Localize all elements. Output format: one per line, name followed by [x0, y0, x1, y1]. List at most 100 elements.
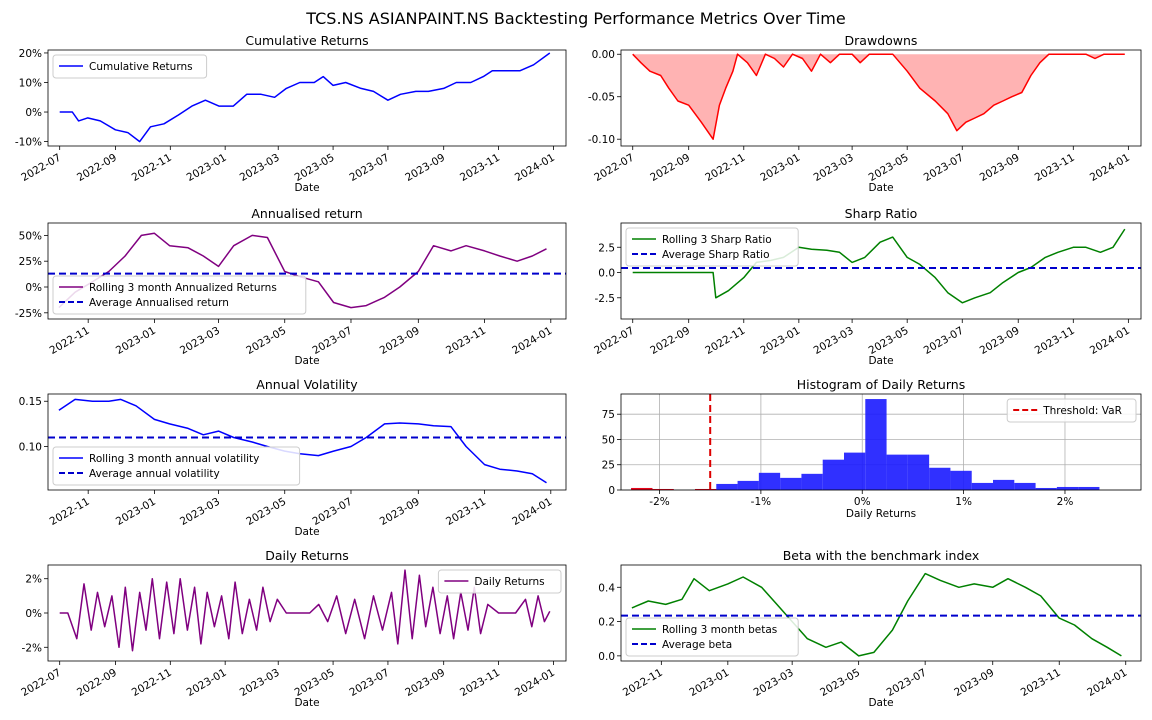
- axes-frame-volatility: [47, 393, 567, 491]
- plot-area-daily: [59, 569, 551, 652]
- y-tick-label-0: 0.00: [592, 49, 615, 61]
- area-fill-drawdowns: [632, 54, 1125, 140]
- legend-box-daily: [437, 569, 562, 594]
- x-tick-label-7: 2023-09: [978, 152, 1022, 184]
- y-tick-label-3: 20%: [19, 48, 42, 60]
- x-tick-label-3: 2023-05: [818, 667, 862, 699]
- x-tick-label-1: 2022-09: [75, 152, 119, 184]
- x-tick-label-2: 0%: [854, 496, 871, 508]
- subplot-cumulative: Cumulative Returns 2022-07 2022-09 2022-11 2…: [15, 33, 567, 194]
- x-tick-label-4: 2023-07: [310, 325, 354, 357]
- legend-box-volatility: [52, 446, 301, 486]
- x-tick-label-7: 2023-09: [403, 667, 447, 699]
- plot-area-beta: [621, 572, 1141, 657]
- bar-0-8: [801, 473, 823, 490]
- axes-frame-beta: [620, 564, 1142, 662]
- subplot-annualised: Annualised return 2022-11 2023-01 2023-03 20…: [15, 206, 567, 367]
- plot-area-histogram: [631, 394, 1100, 490]
- subplot-title-cumulative: Cumulative Returns: [245, 33, 368, 48]
- x-tick-label-3: 2023-01: [758, 152, 802, 184]
- legend-label-1: Average Annualised return: [89, 297, 229, 309]
- bar-0-20: [1056, 486, 1079, 490]
- x-tick-label-5: 2023-09: [378, 325, 422, 357]
- x-tick-label-4: 2023-03: [812, 152, 856, 184]
- bar-0-15: [950, 470, 972, 490]
- x-tick-label-6: 2023-11: [444, 496, 488, 528]
- subplot-title-beta: Beta with the benchmark index: [783, 548, 980, 563]
- legend-box-beta: [625, 617, 799, 657]
- x-tick-label-1: 2022-09: [75, 667, 119, 699]
- series-line-sharp-0: [632, 228, 1126, 304]
- bar-0-11: [865, 399, 887, 490]
- subplot-title-histogram: Histogram of Daily Returns: [797, 377, 965, 392]
- x-tick-label-8: 2023-11: [458, 667, 502, 699]
- x-tick-label-6: 2023-07: [347, 667, 391, 699]
- x-tick-label-7: 2023-09: [403, 152, 447, 184]
- legend-label-0: Rolling 3 month betas: [662, 624, 777, 636]
- legend-sharp: Rolling 3 Sharp Ratio Average Sharp Ratio: [625, 227, 799, 267]
- y-tick-label-1: 0.15: [19, 396, 42, 408]
- bar-0-14: [929, 467, 951, 490]
- x-tick-label-1: 2022-09: [648, 152, 692, 184]
- x-tick-label-3: 2023-01: [185, 667, 229, 699]
- x-tick-label-4: 2023-03: [238, 152, 282, 184]
- axes-frame-sharp: [620, 222, 1142, 320]
- x-tick-label-0: -2%: [649, 496, 669, 508]
- x-tick-label-7: 2024-01: [510, 496, 554, 528]
- legend-label-0: Rolling 3 month annual volatility: [89, 453, 259, 465]
- x-axis-label-sharp: Date: [868, 355, 893, 367]
- bar-0-19: [1035, 487, 1057, 490]
- legend-label-0: Cumulative Returns: [89, 61, 193, 73]
- legend-label-1: Average Sharp Ratio: [662, 249, 770, 261]
- x-tick-label-0: 2022-07: [19, 152, 63, 184]
- x-tick-label-2: 2023-03: [178, 496, 222, 528]
- y-tick-label-3: 75: [602, 409, 615, 421]
- y-tick-label-1: -0.05: [588, 92, 615, 104]
- legend-label-1: Average beta: [662, 639, 732, 651]
- x-tick-label-7: 2024-01: [510, 325, 554, 357]
- legend-annualised: Rolling 3 month Annualized Returns Averag…: [52, 275, 307, 315]
- y-tick-label-2: 0.4: [598, 582, 615, 594]
- x-tick-label-0: 2022-07: [19, 667, 63, 699]
- plot-area-cumulative: [59, 52, 551, 143]
- x-tick-label-5: 2023-05: [867, 152, 911, 184]
- series-line-cumulative-0: [59, 52, 551, 143]
- bar-0-21: [1078, 486, 1100, 490]
- y-tick-label-1: 0%: [25, 608, 42, 620]
- legend-label-1: Average annual volatility: [89, 468, 220, 480]
- x-axis-label-cumulative: Date: [294, 182, 319, 194]
- x-tick-label-5: 2023-09: [952, 667, 996, 699]
- y-tick-label-0: -10%: [15, 137, 42, 149]
- subplot-title-annualised: Annualised return: [251, 206, 362, 221]
- x-tick-label-4: 2023-03: [238, 667, 282, 699]
- x-tick-label-6: 2023-11: [444, 325, 488, 357]
- x-axis-label-daily: Date: [294, 697, 319, 709]
- subplot-title-sharp: Sharp Ratio: [845, 206, 918, 221]
- bar-0-17: [993, 479, 1015, 490]
- y-tick-label-2: -0.10: [588, 134, 615, 146]
- x-axis-label-beta: Date: [868, 697, 893, 709]
- y-tick-label-1: 0%: [25, 107, 42, 119]
- subplot-title-drawdowns: Drawdowns: [845, 33, 918, 48]
- axes-frame-drawdowns: [620, 49, 1142, 147]
- bar-0-5: [737, 480, 759, 490]
- y-tick-label-1: 0%: [25, 282, 42, 294]
- x-tick-label-9: 2024-01: [513, 667, 557, 699]
- axes-frame-histogram: [620, 393, 1142, 491]
- bar-1-0: [631, 487, 653, 490]
- y-tick-label-0: -25%: [15, 308, 42, 320]
- x-tick-label-0: 2022-11: [621, 667, 665, 699]
- legend-box-histogram: [1006, 398, 1137, 423]
- series-line-beta-0: [631, 572, 1122, 657]
- x-axis-label-annualised: Date: [294, 355, 319, 367]
- y-tick-label-0: -2.5: [595, 293, 616, 305]
- y-tick-label-0: 0.0: [598, 651, 615, 663]
- bar-0-16: [971, 482, 994, 490]
- y-tick-label-2: 50: [602, 434, 615, 446]
- subplot-daily: Daily Returns 2022-07 2022-09 2022-11 2023-0…: [19, 548, 567, 709]
- x-tick-label-4: 2%: [1057, 496, 1074, 508]
- legend-label-0: Rolling 3 Sharp Ratio: [662, 234, 772, 246]
- x-tick-label-6: 2023-07: [922, 152, 966, 184]
- legend-label-0: Daily Returns: [474, 576, 544, 588]
